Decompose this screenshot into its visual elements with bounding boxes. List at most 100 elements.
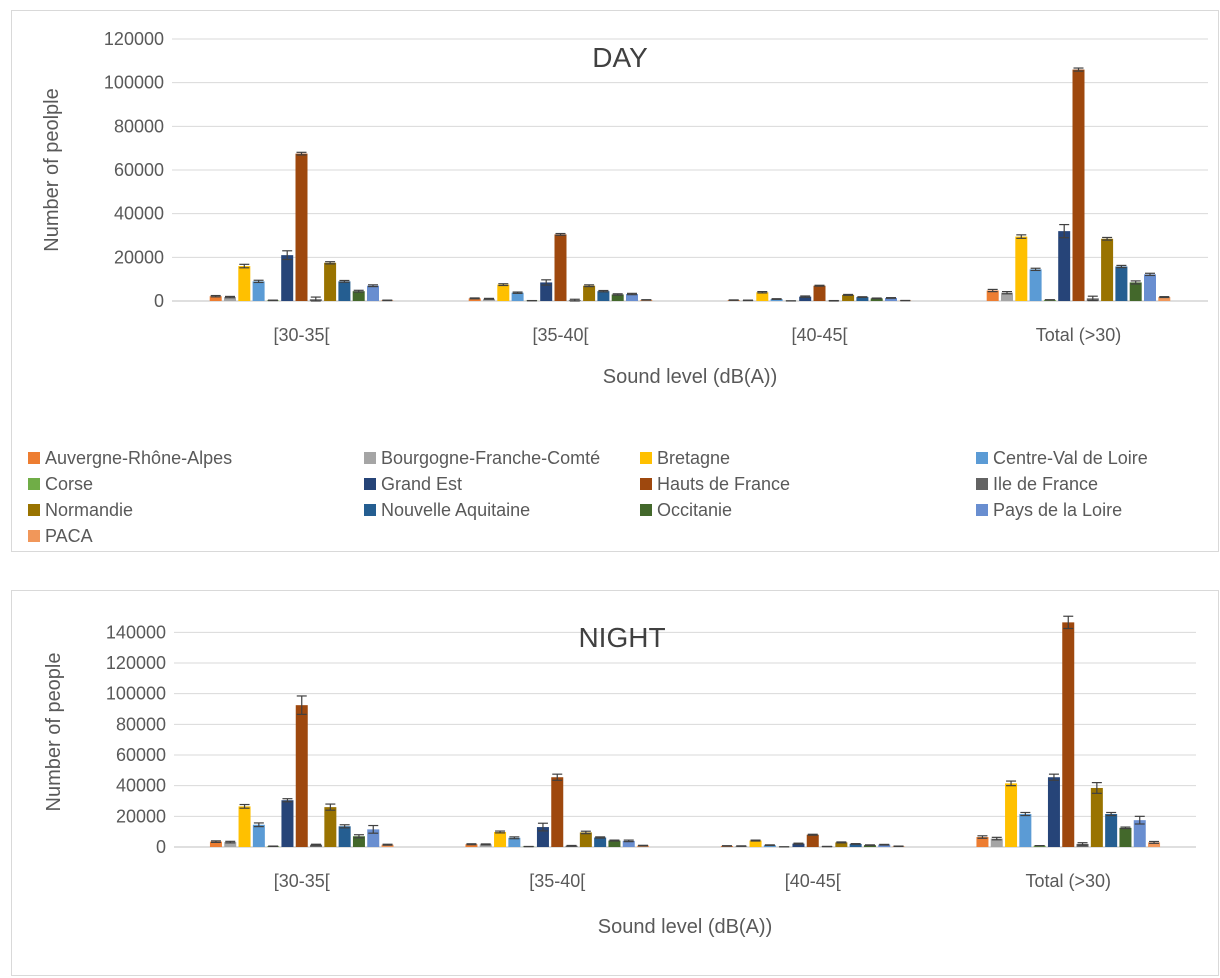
x-tick-label: [40-45[ <box>785 871 841 891</box>
bar <box>1148 842 1161 847</box>
y-tick-label: 40000 <box>114 204 164 224</box>
chart-legend: Auvergne-Rhône-Alpes Bourgogne-Franche-Co… <box>28 447 1208 547</box>
bar <box>756 292 769 301</box>
legend-label: Hauts de France <box>657 473 791 494</box>
bar <box>508 837 521 847</box>
y-tick-label: 20000 <box>114 247 164 267</box>
y-tick-label: 80000 <box>116 714 166 734</box>
legend-item: Ile de France <box>976 473 1208 495</box>
bar <box>1005 783 1018 847</box>
legend-item: Occitanie <box>640 499 976 521</box>
bar <box>799 296 812 301</box>
bar <box>626 294 638 301</box>
x-tick-label: [35-40[ <box>532 325 588 345</box>
legend-label: Centre-Val de Loire <box>993 447 1148 468</box>
bar <box>870 298 883 301</box>
bar <box>608 840 621 847</box>
legend-label: Pays de la Loire <box>993 499 1123 520</box>
legend-item: Normandie <box>28 499 364 521</box>
bar <box>749 840 762 847</box>
bar <box>1158 297 1171 301</box>
bar <box>835 842 848 847</box>
legend-item: Corse <box>28 473 364 495</box>
legend-item: Grand Est <box>364 473 640 495</box>
bar <box>465 844 478 847</box>
bar <box>551 777 564 847</box>
y-tick-label: 20000 <box>116 806 166 826</box>
bar <box>295 153 308 301</box>
bar <box>497 284 510 301</box>
bar <box>324 262 337 301</box>
y-tick-label: 40000 <box>116 776 166 796</box>
bar <box>597 291 610 301</box>
bar <box>238 266 251 301</box>
bar <box>295 705 308 847</box>
legend-label: PACA <box>45 525 93 546</box>
bar <box>209 296 222 301</box>
y-tick-label: 80000 <box>114 116 164 136</box>
y-tick-label: 0 <box>156 837 166 857</box>
day-chart-panel: 0 20000 40000 60000 80000 100000 120000 [30-35[… <box>11 10 1219 552</box>
bar <box>238 806 251 847</box>
bar <box>310 844 323 847</box>
legend-label: Bretagne <box>657 447 731 468</box>
legend-swatch <box>364 504 376 516</box>
legend-swatch <box>28 530 40 542</box>
bar <box>468 298 481 301</box>
bar <box>1047 777 1060 847</box>
legend-swatch <box>976 478 988 490</box>
bar <box>583 285 596 301</box>
bar <box>594 837 607 847</box>
bar <box>281 800 294 847</box>
bar <box>976 837 989 847</box>
bar <box>494 831 507 847</box>
bar <box>1105 814 1118 847</box>
bar <box>878 844 891 847</box>
bar <box>252 281 265 301</box>
bar <box>483 298 495 301</box>
y-tick-label: 120000 <box>104 29 164 49</box>
legend-label: Bourgogne-Franche-Comté <box>381 447 601 468</box>
x-tick-label: Total (>30) <box>1025 871 1111 891</box>
bar <box>842 294 855 301</box>
bar <box>856 297 869 301</box>
bar <box>622 840 635 847</box>
bar <box>611 294 624 301</box>
bar <box>792 843 805 847</box>
legend-label: Corse <box>45 473 94 494</box>
legend-label: Grand Est <box>381 473 463 494</box>
legend-item: Hauts de France <box>640 473 976 495</box>
bar <box>252 824 265 847</box>
bar <box>1019 814 1032 847</box>
legend-swatch <box>640 504 652 516</box>
legend-swatch <box>364 478 376 490</box>
chart-title: DAY <box>592 42 648 73</box>
bar <box>224 842 237 847</box>
bar <box>1015 236 1028 301</box>
legend-swatch <box>28 504 40 516</box>
bar <box>1058 231 1071 301</box>
bar <box>209 841 222 847</box>
bar <box>1090 787 1103 847</box>
y-tick-label: 60000 <box>114 160 164 180</box>
legend-swatch <box>28 452 40 464</box>
bar <box>1119 827 1132 847</box>
bar <box>338 281 351 301</box>
bar <box>224 297 236 301</box>
bar <box>352 291 365 301</box>
bar <box>324 807 337 847</box>
bar <box>1029 269 1042 301</box>
legend-item: Auvergne-Rhône-Alpes <box>28 447 364 469</box>
y-tick-label: 100000 <box>104 73 164 93</box>
bar <box>813 285 826 301</box>
x-tick-label: [40-45[ <box>791 325 847 345</box>
bar <box>540 282 553 301</box>
bar <box>1001 292 1013 301</box>
y-axis-label: Number of peolple <box>41 88 63 251</box>
bar <box>352 836 365 847</box>
x-tick-label: [35-40[ <box>529 871 585 891</box>
legend-item: Centre-Val de Loire <box>976 447 1208 469</box>
bar <box>990 838 1003 847</box>
bar <box>986 290 999 301</box>
bar <box>338 826 351 847</box>
